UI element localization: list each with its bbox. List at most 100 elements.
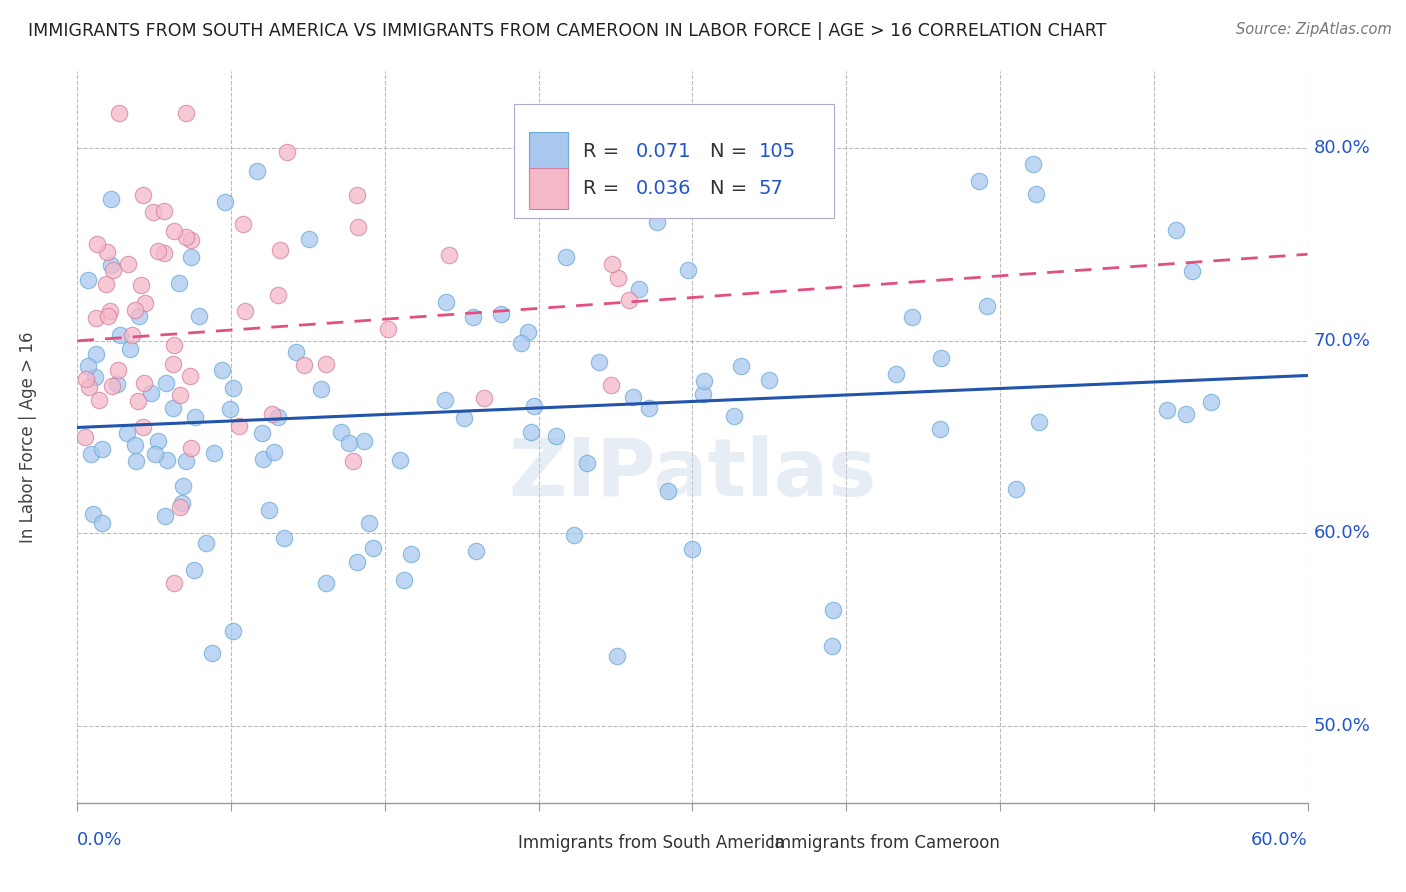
Text: IMMIGRANTS FROM SOUTH AMERICA VS IMMIGRANTS FROM CAMEROON IN LABOR FORCE | AGE >: IMMIGRANTS FROM SOUTH AMERICA VS IMMIGRA… (28, 22, 1107, 40)
Point (86, 310, 108, 325)
Point (1181, 264, 1204, 278)
Point (232, 217, 254, 231)
Point (389, 452, 412, 467)
Text: 60.0%: 60.0% (1313, 524, 1371, 542)
Point (98, 303, 121, 318)
Point (246, 163, 269, 178)
Point (134, 376, 156, 390)
Point (1004, 482, 1026, 496)
Point (174, 230, 197, 244)
Point (86, 237, 108, 252)
Text: 70.0%: 70.0% (1313, 332, 1371, 350)
Point (285, 345, 308, 359)
Text: Immigrants from South America: Immigrants from South America (517, 834, 785, 852)
Point (901, 310, 924, 324)
Point (266, 410, 288, 425)
Point (491, 307, 513, 321)
Point (555, 250, 578, 264)
Point (929, 422, 952, 436)
Point (273, 531, 295, 545)
Point (139, 386, 162, 401)
Point (103, 262, 125, 277)
Point (730, 359, 752, 374)
Point (180, 233, 202, 247)
FancyBboxPatch shape (735, 830, 762, 859)
Point (1199, 395, 1222, 409)
Text: R =: R = (583, 179, 626, 198)
Point (357, 516, 380, 531)
Point (94, 277, 117, 292)
Point (588, 355, 610, 369)
Point (821, 639, 844, 653)
Point (107, 106, 129, 120)
Text: R =: R = (583, 143, 626, 161)
Point (520, 425, 543, 439)
Point (153, 509, 176, 524)
Point (146, 434, 169, 448)
Point (169, 388, 191, 402)
Point (337, 435, 360, 450)
Point (184, 410, 207, 425)
Text: Immigrants from Cameroon: Immigrants from Cameroon (770, 834, 1000, 852)
Point (84, 347, 107, 361)
Point (392, 573, 415, 587)
Point (472, 392, 495, 406)
Point (269, 244, 291, 258)
Point (1025, 186, 1047, 201)
Point (346, 188, 368, 202)
Point (174, 454, 197, 468)
Text: 80.0%: 80.0% (1313, 139, 1371, 157)
Point (401, 547, 423, 561)
Point (183, 563, 205, 577)
Point (347, 220, 370, 235)
Point (235, 304, 257, 318)
Point (342, 454, 364, 468)
Point (257, 503, 280, 517)
Point (276, 145, 298, 160)
Point (298, 232, 321, 246)
Point (621, 390, 644, 404)
Point (1028, 415, 1050, 429)
Point (127, 393, 149, 408)
Point (250, 425, 273, 440)
Point (315, 576, 337, 591)
Point (117, 256, 139, 270)
Point (252, 452, 274, 467)
Point (97, 310, 120, 324)
Text: 50.0%: 50.0% (1313, 717, 1371, 735)
Point (1021, 157, 1043, 171)
Point (1175, 407, 1198, 421)
Point (179, 369, 201, 384)
Text: N =: N = (710, 143, 754, 161)
Point (79, 447, 101, 461)
Point (437, 248, 460, 262)
Point (1166, 223, 1188, 237)
Point (96, 245, 118, 260)
Point (219, 401, 242, 416)
Point (163, 224, 186, 238)
Point (294, 359, 316, 373)
Point (75, 372, 97, 386)
Point (134, 296, 156, 310)
Point (101, 378, 124, 392)
Point (124, 438, 146, 452)
Point (693, 374, 716, 388)
Point (602, 258, 624, 272)
Point (125, 454, 148, 468)
Text: 0.0%: 0.0% (77, 830, 122, 848)
Point (79, 380, 101, 394)
Point (83, 369, 105, 384)
Point (676, 263, 699, 277)
Point (105, 376, 128, 391)
FancyBboxPatch shape (484, 830, 510, 859)
Point (132, 188, 155, 202)
Point (619, 293, 641, 307)
Point (638, 401, 661, 415)
Point (606, 648, 628, 663)
Point (564, 528, 586, 542)
Point (311, 382, 333, 396)
Point (315, 357, 337, 371)
Text: 0.036: 0.036 (636, 179, 692, 198)
Point (195, 535, 218, 549)
Point (263, 444, 285, 458)
